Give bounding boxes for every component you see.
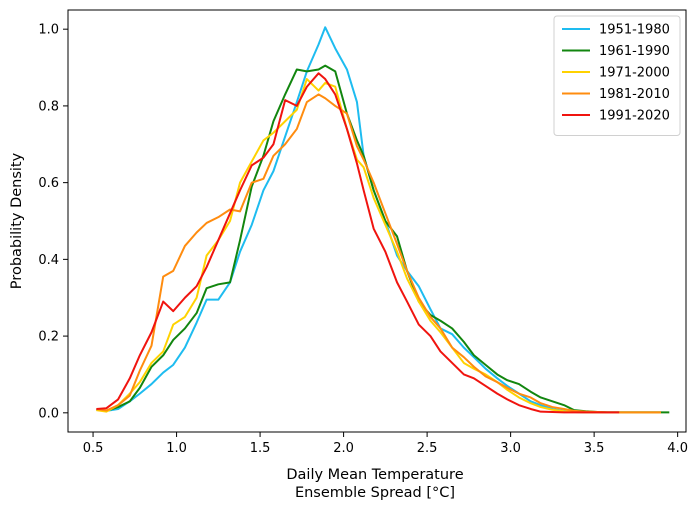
legend-label: 1961-1990 [599, 44, 670, 59]
legend-label: 1971-2000 [599, 66, 670, 81]
legend-label: 1951-1980 [599, 23, 670, 38]
x-axis-label-line-2: Ensemble Spread [°C] [295, 485, 455, 501]
plot-lines [96, 26, 670, 414]
x-tick-label: 4.0 [667, 441, 688, 456]
x-tick-label: 2.0 [333, 441, 354, 456]
legend: 1951-1980 1961-1990 1971-2000 1981-2010 1991… [553, 15, 681, 136]
legend-box [553, 15, 681, 136]
y-axis-label: Probability Density [9, 152, 25, 289]
series-line-2 [96, 64, 670, 414]
y-tick-label: 1.0 [38, 23, 59, 38]
legend-label: 1981-2010 [599, 87, 670, 102]
x-tick-label: 0.5 [83, 441, 104, 456]
x-axis: 0.5 1.0 1.5 2.0 2.5 3.0 3.5 4.0 [83, 432, 688, 456]
y-axis: 0.0 0.2 0.4 0.6 0.8 1.0 [38, 23, 68, 421]
y-tick-label: 0.0 [38, 406, 59, 421]
x-axis-label-line-1: Daily Mean Temperature [286, 467, 463, 483]
x-tick-label: 3.0 [500, 441, 521, 456]
series-line-5 [96, 72, 620, 414]
x-tick-label: 1.5 [250, 441, 271, 456]
x-tick-label: 1.0 [166, 441, 187, 456]
y-tick-label: 0.8 [38, 99, 59, 114]
plot-frame [67, 9, 687, 433]
y-tick-label: 0.4 [38, 253, 59, 268]
y-tick-label: 0.6 [38, 176, 59, 191]
x-tick-label: 2.5 [417, 441, 438, 456]
x-tick-label: 3.5 [584, 441, 605, 456]
series-line-4 [96, 93, 661, 414]
y-tick-label: 0.2 [38, 330, 59, 345]
legend-label: 1991-2020 [599, 109, 670, 124]
